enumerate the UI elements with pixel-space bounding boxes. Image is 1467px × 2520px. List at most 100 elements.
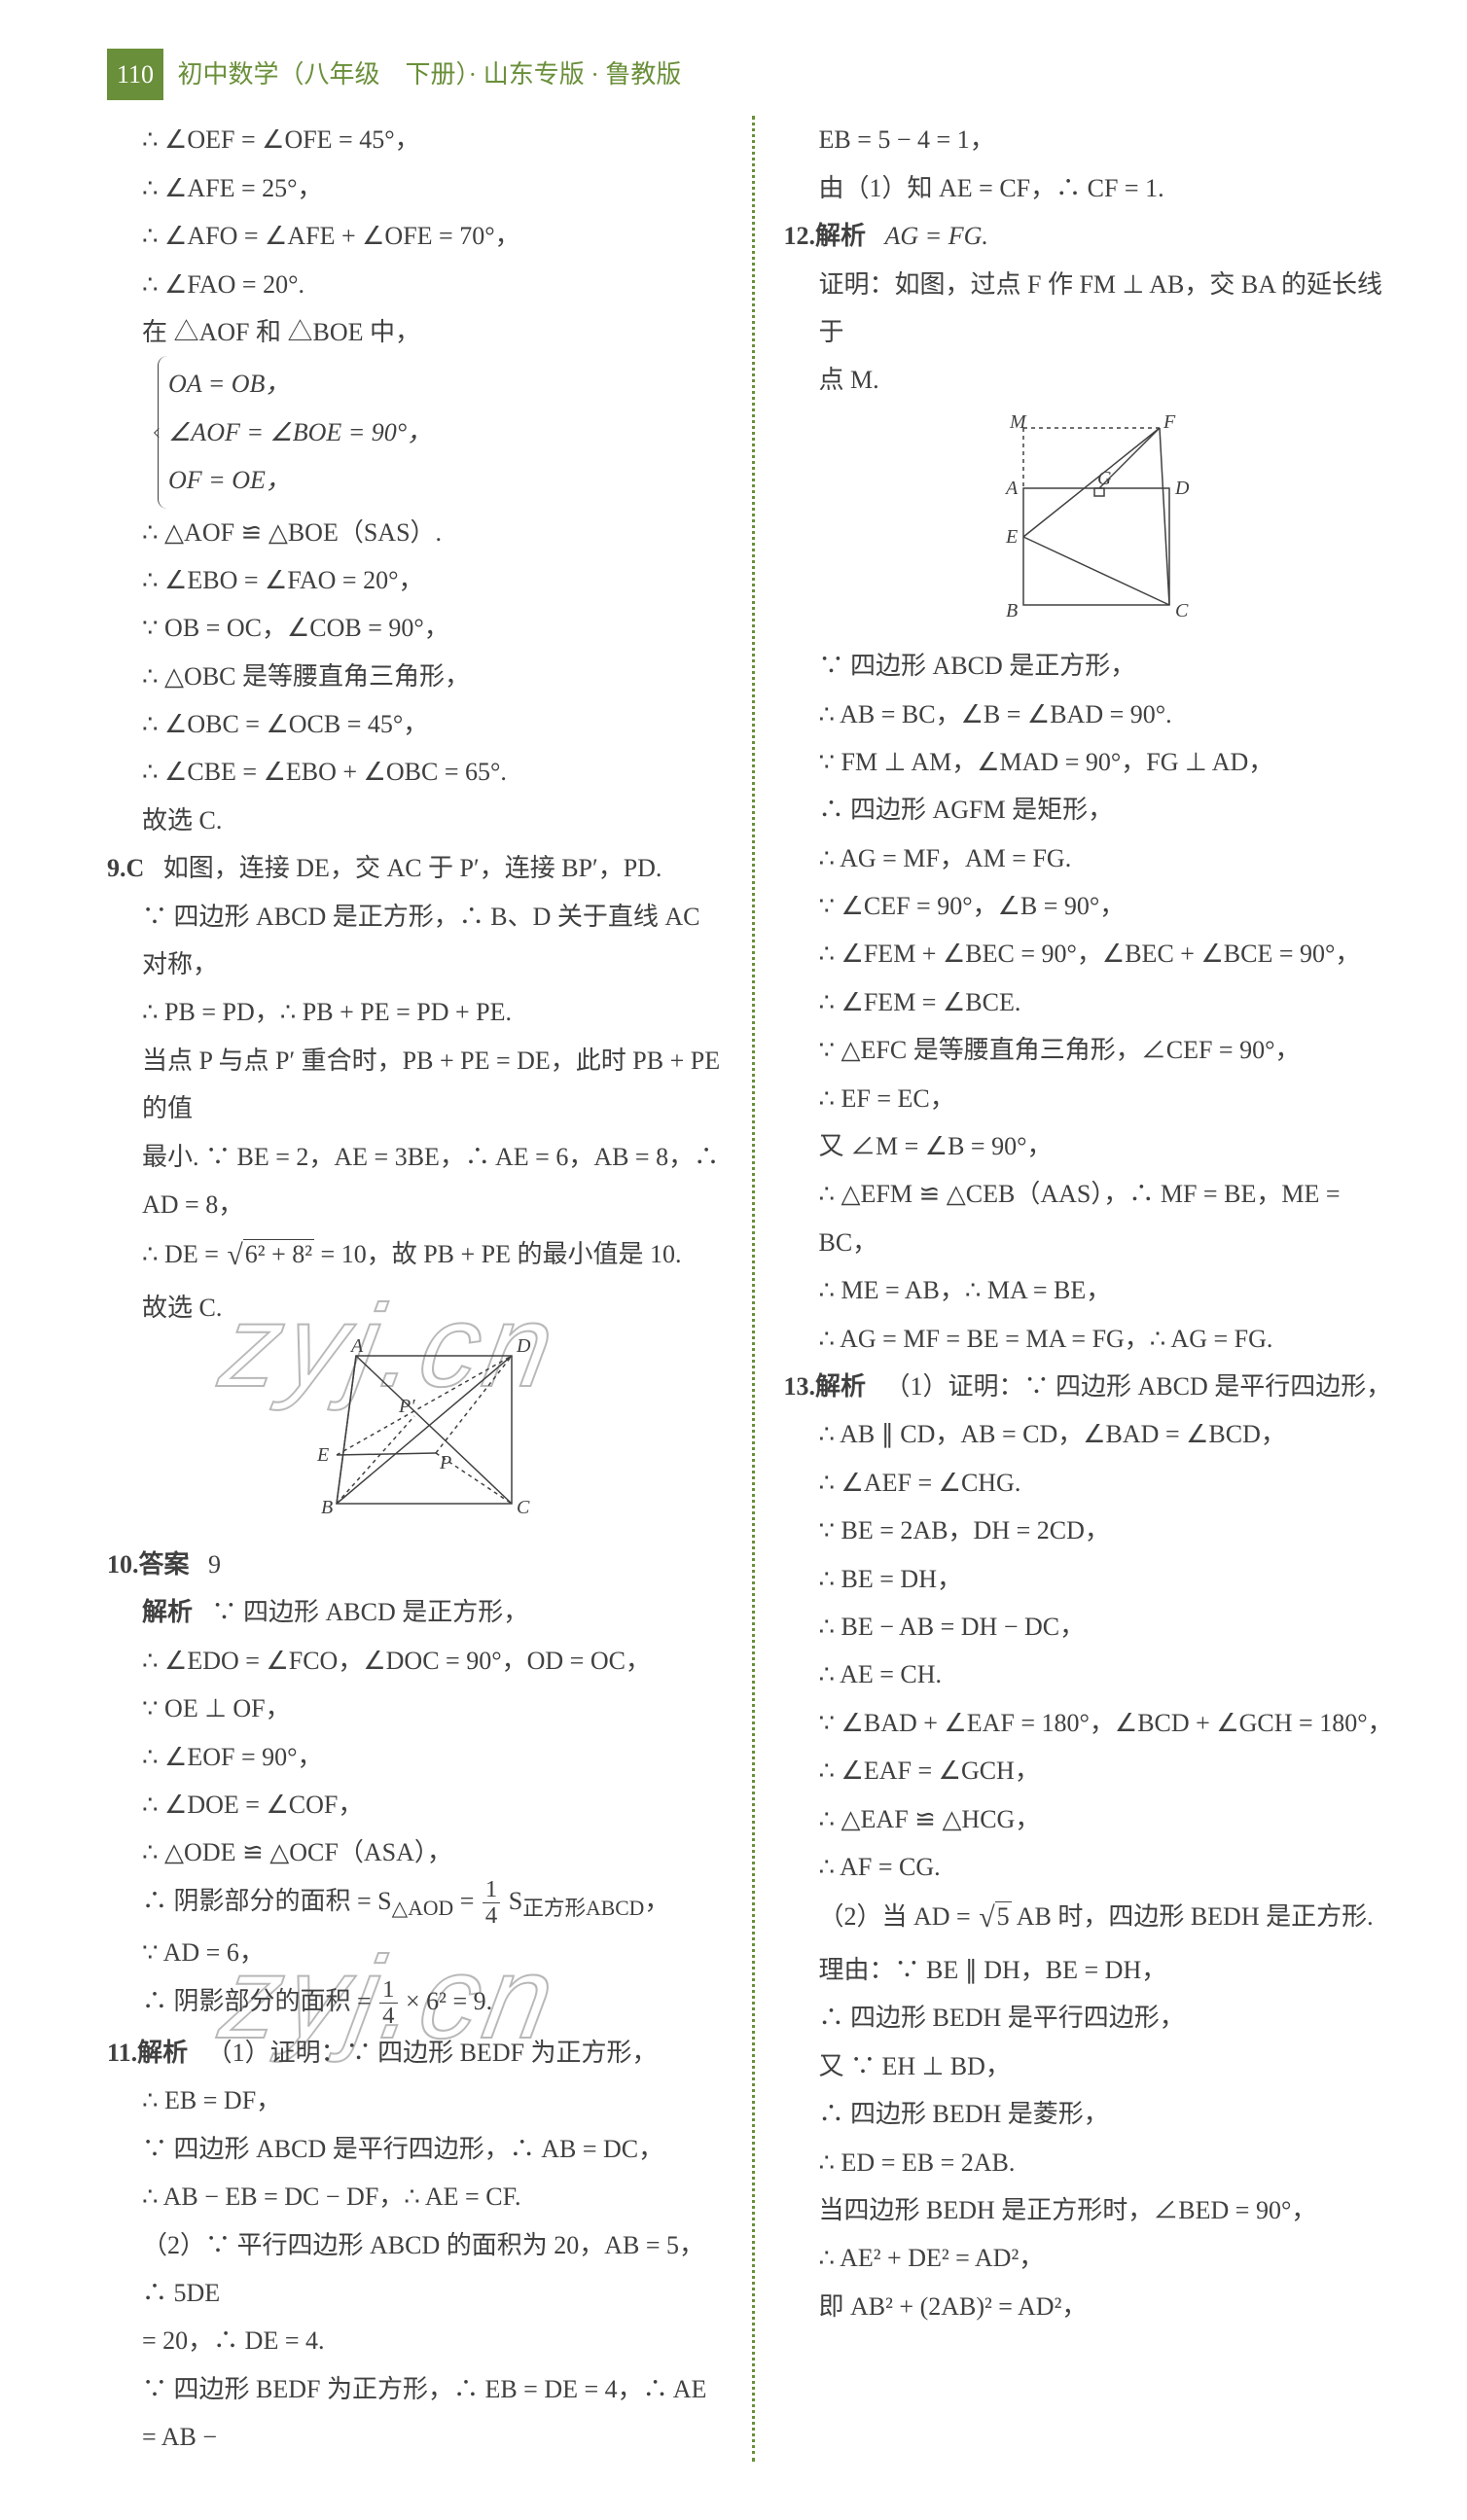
math-line: ∵ ∠BAD + ∠EAF = 180°，∠BCD + ∠GCH = 180°， — [784, 1699, 1400, 1747]
page-header: 110 初中数学（八年级 下册）· 山东专版 · 鲁教版 — [107, 49, 1399, 100]
math-line: ∴ PB = PD，∴ PB + PE = PD + PE. — [107, 988, 723, 1036]
svg-text:P′: P′ — [398, 1396, 415, 1417]
math-line: 又 ∵ EH ⊥ BD， — [784, 2042, 1400, 2090]
svg-text:E: E — [1005, 526, 1018, 548]
geometry-figure-icon: M F A D G E B C — [975, 410, 1208, 624]
math-line: ∴ ∠EOF = 90°， — [107, 1733, 723, 1781]
math-line: 当四边形 BEDH 是正方形时，∠BED = 90°， — [784, 2186, 1400, 2234]
math-line: ∴ ∠FEM = ∠BCE. — [784, 978, 1400, 1026]
math-line: 最小. ∵ BE = 2，AE = 3BE，∴ AE = 6，AB = 8，∴ … — [107, 1133, 723, 1229]
math-line: ∴ △OBC 是等腰直角三角形， — [107, 653, 723, 700]
right-column: EB = 5 − 4 = 1， 由（1）知 AE = CF，∴ CF = 1. … — [784, 116, 1400, 2461]
math-line: 点 M. — [784, 356, 1400, 404]
math-line: EB = 5 − 4 = 1， — [784, 116, 1400, 163]
math-line: ∴ △EAF ≌ △HCG， — [784, 1795, 1400, 1843]
math-line: ∵ AD = 6， — [107, 1929, 723, 1976]
equation-brace: OA = OB， ∠AOF = ∠BOE = 90°， OF = OE， — [158, 356, 723, 508]
math-line: ∴ ∠FEM + ∠BEC = 90°，∠BEC + ∠BCE = 90°， — [784, 930, 1400, 977]
math-line: ∴ AB ∥ CD，AB = CD，∠BAD = ∠BCD， — [784, 1410, 1400, 1458]
math-line: ∵ △EFC 是等腰直角三角形，∠CEF = 90°， — [784, 1026, 1400, 1074]
math-line: ∴ AB − EB = DC − DF，∴ AE = CF. — [107, 2173, 723, 2220]
math-line: OA = OB， — [168, 360, 723, 408]
math-line: ∵ OB = OC，∠COB = 90°， — [107, 604, 723, 652]
two-column-layout: ∴ ∠OEF = ∠OFE = 45°， ∴ ∠AFE = 25°， ∴ ∠AF… — [107, 116, 1399, 2461]
math-line: ∴ AG = MF = BE = MA = FG，∴ AG = FG. — [784, 1315, 1400, 1363]
math-line: ∠AOF = ∠BOE = 90°， — [168, 408, 723, 456]
math-line: 证明：如图，过点 F 作 FM ⊥ AB，交 BA 的延长线于 — [784, 261, 1400, 357]
math-line: （2）∵ 平行四边形 ABCD 的面积为 20，AB = 5，∴ 5DE — [107, 2221, 723, 2318]
svg-text:P: P — [439, 1452, 451, 1473]
math-line: ∴ 阴影部分的面积 = 14 × 6² = 9. — [107, 1977, 723, 2029]
math-line: ∴ 四边形 AGFM 是矩形， — [784, 786, 1400, 834]
math-line: ∵ BE = 2AB，DH = 2CD， — [784, 1507, 1400, 1554]
page-title: 初中数学（八年级 下册）· 山东专版 · 鲁教版 — [178, 60, 682, 89]
svg-text:E: E — [316, 1444, 329, 1466]
page-number-badge: 110 — [107, 49, 163, 100]
math-line: ∴ AG = MF，AM = FG. — [784, 834, 1400, 882]
math-line: 由（1）知 AE = CF，∴ CF = 1. — [784, 164, 1400, 212]
math-line: ∴ ∠EAF = ∠GCH， — [784, 1747, 1400, 1794]
question-9: 9.C 如图，连接 DE，交 AC 于 P′，连接 BP′，PD. — [107, 844, 723, 892]
page: 110 初中数学（八年级 下册）· 山东专版 · 鲁教版 zyj.cn zyj.… — [0, 0, 1467, 2520]
svg-text:C: C — [517, 1497, 530, 1518]
math-line: ∴ ∠EBO = ∠FAO = 20°， — [107, 556, 723, 604]
math-line: ∵ 四边形 ABCD 是正方形， — [784, 642, 1400, 690]
math-line: ∴ EF = EC， — [784, 1075, 1400, 1122]
math-line: 故选 C. — [107, 797, 723, 844]
svg-text:B: B — [1006, 600, 1018, 621]
math-line: ∴ EB = DF， — [107, 2076, 723, 2124]
math-line: （2）当 AD = √5 AB 时，四边形 BEDH 是正方形. — [784, 1891, 1400, 1946]
question-13: 13.解析 （1）证明：∵ 四边形 ABCD 是平行四边形， — [784, 1363, 1400, 1410]
math-line: ∴ ED = EB = 2AB. — [784, 2139, 1400, 2186]
math-line: ∴ AF = CG. — [784, 1843, 1400, 1891]
figure-q12: M F A D G E B C — [784, 410, 1400, 640]
math-line: ∴ △EFM ≌ △CEB（AAS），∴ MF = BE，ME = BC， — [784, 1170, 1400, 1266]
math-line: ∵ ∠CEF = 90°，∠B = 90°， — [784, 882, 1400, 930]
math-line: ∵ FM ⊥ AM，∠MAD = 90°，FG ⊥ AD， — [784, 738, 1400, 786]
math-line: ∴ ∠AEF = ∠CHG. — [784, 1459, 1400, 1507]
math-line: ∴ ∠AFE = 25°， — [107, 164, 723, 212]
math-line: ∴ 阴影部分的面积 = S△AOD = 14 S正方形ABCD， — [107, 1877, 723, 1929]
svg-text:D: D — [1174, 478, 1190, 499]
math-line: ∴ ∠DOE = ∠COF， — [107, 1781, 723, 1828]
math-line: 理由：∵ BE ∥ DH，BE = DH， — [784, 1946, 1400, 1994]
math-line: ∴ AB = BC，∠B = ∠BAD = 90°. — [784, 691, 1400, 738]
math-line: ∵ OE ⊥ OF， — [107, 1685, 723, 1732]
question-12: 12.解析 AG = FG. — [784, 212, 1400, 260]
math-line: ∴ ∠CBE = ∠EBO + ∠OBC = 65°. — [107, 748, 723, 796]
column-divider — [752, 116, 755, 2461]
math-line: ∵ 四边形 ABCD 是正方形，∴ B、D 关于直线 AC 对称， — [107, 893, 723, 989]
analysis-label: 解析 ∵ 四边形 ABCD 是正方形， — [107, 1588, 723, 1636]
math-line: ∴ 四边形 BEDH 是平行四边形， — [784, 1994, 1400, 2041]
math-line: ∴ 四边形 BEDH 是菱形， — [784, 2090, 1400, 2138]
left-column: ∴ ∠OEF = ∠OFE = 45°， ∴ ∠AFE = 25°， ∴ ∠AF… — [107, 116, 723, 2461]
question-10: 10.答案 9 — [107, 1541, 723, 1588]
svg-text:D: D — [516, 1338, 531, 1357]
svg-text:B: B — [321, 1497, 333, 1518]
math-line: 又 ∠M = ∠B = 90°， — [784, 1122, 1400, 1170]
math-line: 在 △AOF 和 △BOE 中， — [107, 308, 723, 356]
math-line: ∴ ME = AB，∴ MA = BE， — [784, 1266, 1400, 1314]
math-line: ∴ ∠OBC = ∠OCB = 45°， — [107, 700, 723, 748]
svg-text:F: F — [1163, 411, 1176, 433]
svg-text:A: A — [349, 1338, 364, 1357]
svg-text:C: C — [1175, 600, 1189, 621]
math-line: ∴ ∠EDO = ∠FCO，∠DOC = 90°，OD = OC， — [107, 1637, 723, 1685]
math-line: 即 AB² + (2AB)² = AD²， — [784, 2283, 1400, 2330]
math-line: ∴ ∠AFO = ∠AFE + ∠OFE = 70°， — [107, 212, 723, 260]
math-line: ∵ 四边形 BEDF 为正方形，∴ EB = DE = 4，∴ AE = AB … — [107, 2365, 723, 2462]
svg-text:A: A — [1004, 478, 1019, 499]
math-line: ∴ △AOF ≌ △BOE（SAS）. — [107, 509, 723, 556]
svg-text:M: M — [1009, 411, 1027, 433]
math-line: 故选 C. — [107, 1284, 723, 1331]
svg-text:G: G — [1097, 468, 1112, 489]
math-line: OF = OE， — [168, 456, 723, 504]
math-line: ∴ AE = CH. — [784, 1650, 1400, 1698]
math-line: ∴ △ODE ≌ △OCF（ASA）， — [107, 1828, 723, 1876]
math-line: ∴ BE − AB = DH − DC， — [784, 1603, 1400, 1650]
question-11: 11.解析 （1）证明：∵ 四边形 BEDF 为正方形， — [107, 2029, 723, 2076]
math-line: ∴ DE = √6² + 8² = 10，故 PB + PE 的最小值是 10. — [107, 1228, 723, 1284]
math-line: ∵ 四边形 ABCD 是平行四边形，∴ AB = DC， — [107, 2125, 723, 2173]
math-line: ∴ ∠FAO = 20°. — [107, 261, 723, 308]
math-line: ∴ ∠OEF = ∠OFE = 45°， — [107, 116, 723, 163]
